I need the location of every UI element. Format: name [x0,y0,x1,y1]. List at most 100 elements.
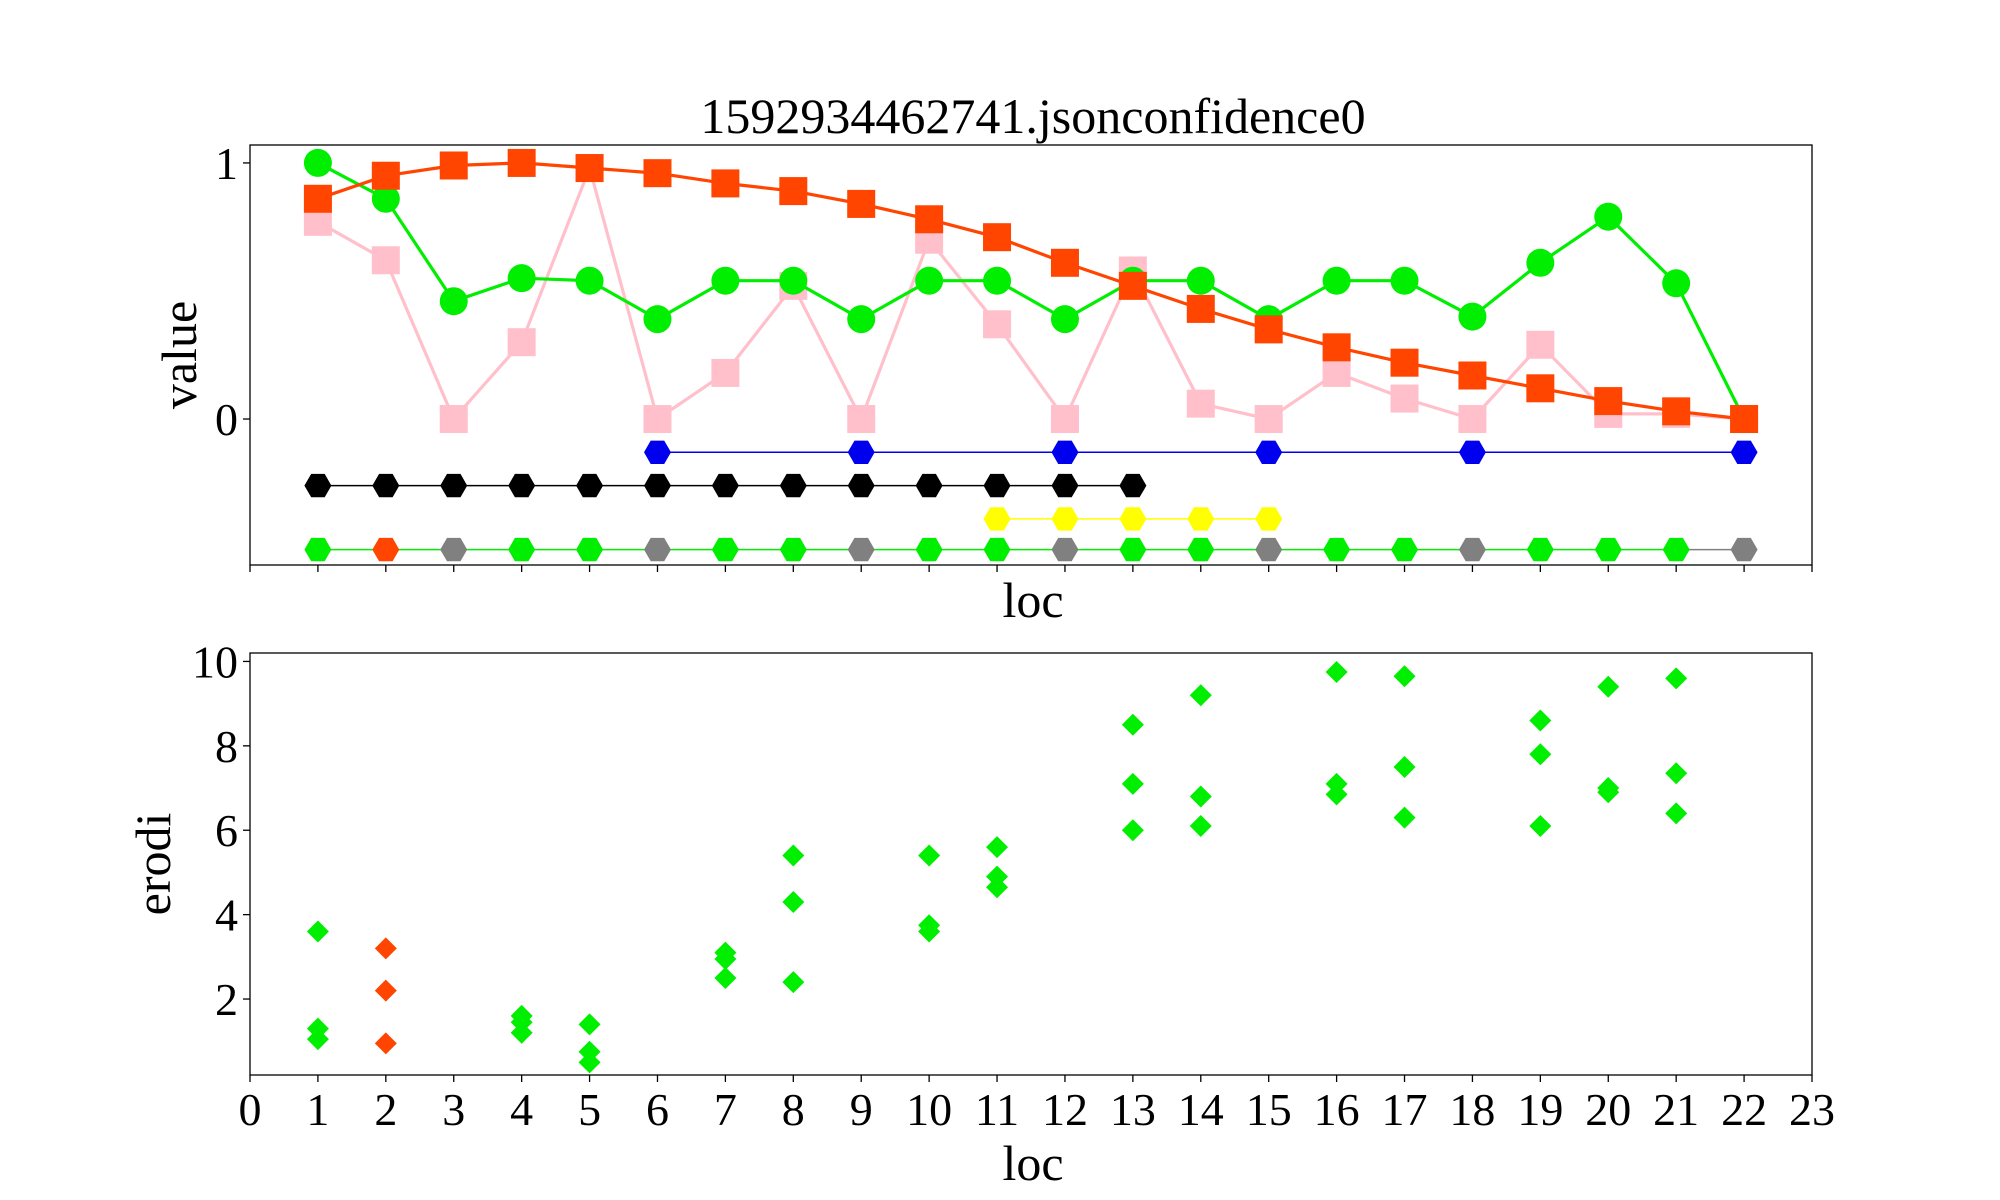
series-point-pink-square-line [711,358,740,387]
x-tick-label: 1 [306,1084,329,1135]
scatter-point-green-diamonds [1393,806,1416,829]
series-point-green-circle-line [915,266,944,295]
series-point-green-circle-line [779,266,808,295]
series-point-black-hexagon-line [1119,473,1147,498]
scatter-point-green-diamonds [782,890,805,913]
series-point-green-circle-line [575,266,604,295]
scatter-point-green-diamonds [986,836,1009,859]
y-tick-label: 2 [215,974,238,1025]
scatter-point-orange-diamonds [374,1032,397,1055]
x-tick-label: 0 [239,1084,262,1135]
series-point-green-circle-line [1186,266,1215,295]
series-point-pink-square-line [1390,384,1419,413]
series-point-green-circle-line [711,266,740,295]
series-point-orange-square-line [1662,397,1691,426]
series-point-yellow-hexagon-line [1187,507,1215,531]
scatter-point-green-diamonds [1665,802,1688,825]
series-point-green-circle-line [643,305,672,334]
series-point-orange-square-line [1730,405,1759,434]
x-tick-label: 3 [442,1084,465,1135]
series-point-black-hexagon-line [576,473,604,498]
scatter-point-green-diamonds [1393,665,1416,688]
series-point-yellow-hexagon-line [1255,507,1283,531]
figure-title: 1592934462741.jsonconfidence0 [700,88,1365,144]
y-tick-label: 6 [215,805,238,856]
series-point-green-circle-line [507,264,536,293]
series-point-pink-square-line [371,246,400,275]
x-tick-label: 16 [1314,1084,1360,1135]
series-point-orange-square-line [1118,271,1147,300]
bottom-x-axis-label: loc [1002,1135,1063,1191]
x-tick-label: 5 [578,1084,601,1135]
y-tick-label: 0 [215,394,238,445]
series-point-green-circle-line [1662,269,1691,298]
series-point-status-hexagon-line [1662,537,1690,562]
series-point-status-hexagon-line [1730,537,1758,562]
series-point-status-hexagon-line [1391,537,1418,562]
series-point-orange-square-line [303,184,332,213]
series-point-blue-hexagon-line [1458,440,1486,464]
series-point-orange-square-line [915,205,944,234]
series-point-green-circle-line [1526,248,1555,277]
scatter-point-green-diamonds [782,971,805,994]
x-tick-label: 19 [1517,1084,1563,1135]
scatter-point-orange-diamonds [374,937,397,960]
series-point-orange-square-line [847,189,876,218]
bottom-plot-data [306,660,1688,1074]
series-point-black-hexagon-line [1051,473,1079,498]
series-point-green-circle-line [1594,202,1623,231]
series-point-orange-square-line [1050,248,1079,277]
scatter-point-green-diamonds [714,966,737,989]
series-point-pink-square-line [439,405,468,434]
scatter-point-green-diamonds [1189,684,1212,707]
x-tick-label: 22 [1721,1084,1767,1135]
scatter-point-green-diamonds [306,1028,329,1051]
y-tick-label: 1 [215,138,238,189]
series-point-black-hexagon-line [372,473,400,498]
top-axes-frame [249,144,1813,566]
y-tick-label: 10 [192,636,238,687]
series-point-green-circle-line [1322,266,1351,295]
series-point-pink-square-line [1050,405,1079,434]
series-point-green-circle-line [1458,302,1487,331]
scatter-point-green-diamonds [1325,660,1348,683]
scatter-point-orange-diamonds [374,979,397,1002]
series-point-orange-square-line [507,148,536,177]
series-point-black-hexagon-line [644,473,671,498]
top-panel: 01 loc value [151,138,1813,628]
series-point-orange-square-line [779,177,808,206]
x-tick-label: 15 [1246,1084,1292,1135]
scatter-point-green-diamonds [1121,819,1144,842]
series-point-black-hexagon-line [508,473,536,498]
x-tick-label: 17 [1382,1084,1428,1135]
scatter-point-green-diamonds [1189,785,1212,808]
series-point-orange-square-line [1594,387,1623,416]
x-tick-label: 7 [714,1084,737,1135]
series-point-black-hexagon-line [711,473,739,498]
scatter-point-green-diamonds [578,1013,601,1036]
series-point-orange-square-line [1390,348,1419,377]
scatter-point-green-diamonds [1325,783,1348,806]
series-point-blue-hexagon-line [1051,440,1079,464]
series-point-black-hexagon-line [915,473,943,498]
series-point-yellow-hexagon-line [983,507,1011,531]
series-point-status-hexagon-line [440,537,468,562]
series-point-status-hexagon-line [711,537,739,562]
scatter-point-green-diamonds [1597,781,1620,804]
series-point-orange-square-line [371,161,400,190]
top-plot-data [303,148,1759,562]
y-tick-label: 8 [215,721,238,772]
x-tick-label: 12 [1042,1084,1088,1135]
series-point-black-hexagon-line [304,473,332,498]
top-axis-ticks: 01 [215,138,1813,572]
scatter-point-green-diamonds [1665,762,1688,785]
series-point-pink-square-line [1322,358,1351,387]
bottom-axes-frame [249,652,1813,1076]
x-tick-label: 9 [850,1084,873,1135]
series-point-status-hexagon-line [1458,537,1486,562]
series-point-status-hexagon-line [779,537,807,562]
x-tick-label: 18 [1449,1084,1495,1135]
